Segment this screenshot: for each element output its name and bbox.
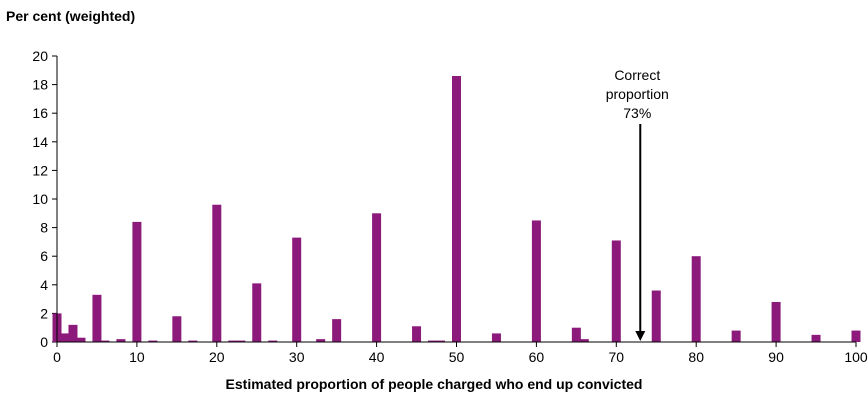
bar	[611, 240, 621, 342]
bar	[68, 324, 78, 342]
y-tick-label: 8	[40, 220, 48, 236]
y-tick-label: 18	[32, 77, 48, 93]
x-tick-label: 10	[129, 349, 145, 365]
annotation-text: Correct	[614, 67, 660, 83]
x-tick-label: 40	[369, 349, 385, 365]
bar	[851, 330, 861, 342]
bar	[268, 340, 278, 342]
y-tick-label: 2	[40, 305, 48, 321]
bar	[132, 221, 142, 342]
bar	[228, 340, 238, 342]
bars	[52, 76, 861, 343]
y-tick-label: 0	[40, 334, 48, 350]
bar	[332, 319, 342, 342]
bar	[491, 333, 501, 342]
bar	[651, 290, 661, 342]
y-axis-ticks: 0 2 4 6 8 10 12 14 16 18 20	[32, 48, 57, 350]
bar	[452, 76, 461, 343]
bar	[236, 340, 246, 342]
bar	[372, 213, 382, 342]
y-tick-label: 10	[32, 191, 48, 207]
x-axis-ticks: 0 10 20 30 40 50 60 70 80 90 100	[53, 342, 868, 365]
annotation-arrow-head	[635, 331, 646, 341]
annotation-text: 73%	[623, 105, 651, 121]
bar	[316, 339, 326, 342]
bar	[428, 340, 438, 342]
x-tick-label: 60	[529, 349, 545, 365]
x-tick-label: 50	[449, 349, 465, 365]
x-tick-label: 90	[768, 349, 784, 365]
bar	[731, 330, 741, 342]
x-tick-label: 20	[209, 349, 225, 365]
y-axis-title: Per cent (weighted)	[6, 8, 136, 24]
bar	[771, 301, 781, 342]
x-axis-title: Estimated proportion of people charged w…	[225, 376, 643, 392]
bar	[292, 237, 302, 342]
x-tick-label: 80	[688, 349, 704, 365]
bar	[188, 340, 198, 342]
y-tick-label: 20	[32, 48, 48, 64]
x-tick-label: 0	[53, 349, 61, 365]
bar	[116, 339, 126, 342]
bar	[100, 340, 110, 342]
y-tick-label: 16	[32, 105, 48, 121]
bar	[571, 327, 581, 342]
annotation-text: proportion	[606, 86, 669, 102]
x-tick-label: 100	[844, 349, 868, 365]
bar	[436, 340, 446, 342]
bar	[172, 316, 182, 342]
x-tick-label: 30	[289, 349, 305, 365]
x-tick-label: 70	[609, 349, 625, 365]
bar	[148, 340, 158, 342]
y-tick-label: 4	[40, 277, 48, 293]
bar	[811, 334, 821, 342]
bar	[92, 294, 102, 342]
bar	[412, 326, 422, 342]
bar	[691, 256, 701, 342]
bar	[252, 283, 262, 342]
y-tick-label: 12	[32, 162, 48, 178]
y-tick-label: 14	[32, 134, 48, 150]
y-tick-label: 6	[40, 248, 48, 264]
bar	[76, 337, 86, 342]
bar	[579, 339, 589, 342]
bar	[531, 220, 541, 342]
correct-proportion-annotation: Correct proportion 73%	[606, 67, 669, 341]
bar	[212, 204, 222, 342]
bar	[60, 333, 70, 342]
